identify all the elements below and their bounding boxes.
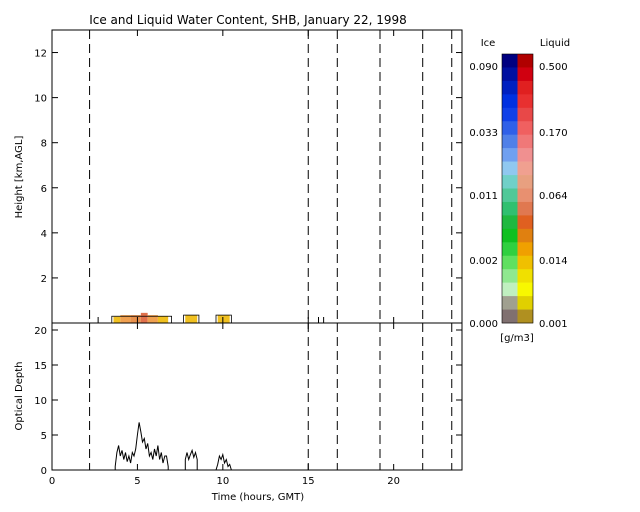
colorbar-liquid-swatch-19 bbox=[517, 309, 533, 324]
cloud-cell-5 bbox=[157, 316, 169, 323]
colorbar-liquid-swatch-11 bbox=[517, 201, 533, 216]
colorbar-liquid-label-3: 0.014 bbox=[539, 256, 568, 267]
top-y-tick-label-1: 4 bbox=[41, 229, 47, 240]
cloud-cell-2 bbox=[130, 315, 141, 323]
cloud-cell-0 bbox=[113, 316, 121, 323]
x-tick-label-3: 15 bbox=[302, 476, 315, 487]
colorbar-ice-title: Ice bbox=[481, 38, 496, 49]
colorbar-liquid-swatch-6 bbox=[517, 134, 533, 149]
optical-depth-line-2 bbox=[215, 452, 232, 471]
cloud-cell-4 bbox=[147, 315, 158, 323]
x-tick-label-4: 20 bbox=[387, 476, 400, 487]
colorbar-ice-swatch-1 bbox=[502, 67, 518, 82]
colorbar-ice-label-2: 0.011 bbox=[469, 191, 498, 202]
bottom-y-tick-label-4: 20 bbox=[34, 326, 47, 337]
bottom-plot-frame bbox=[51, 322, 463, 471]
water-content-panel: 2 4 6 8 10 12 Height [km,AGL] bbox=[14, 29, 463, 324]
chart-title: Ice and Liquid Water Content, SHB, Janua… bbox=[89, 13, 407, 27]
colorbar-ice-swatch-2 bbox=[502, 80, 518, 95]
optical-depth-panel: 0 5 10 15 20 0 5 10 15 20 Optical Depth Time (ho… bbox=[14, 322, 463, 503]
colorbar-liquid-swatch-10 bbox=[517, 188, 533, 203]
top-y-tick-label-3: 8 bbox=[41, 139, 47, 150]
colorbar-ice-swatch-18 bbox=[502, 296, 518, 310]
colorbar-liquid-label-0: 0.500 bbox=[539, 62, 568, 73]
colorbar-ice-swatch-13 bbox=[502, 228, 518, 243]
colorbar-ice-swatch-4 bbox=[502, 107, 518, 122]
colorbar-ice-swatch-0 bbox=[502, 54, 518, 68]
x-tick-label-2: 10 bbox=[216, 476, 229, 487]
colorbar-ice-swatch-10 bbox=[502, 188, 518, 203]
x-tick-label-0: 0 bbox=[49, 476, 55, 487]
colorbar-liquid-label-4: 0.001 bbox=[539, 319, 568, 330]
colorbar-liquid-swatch-17 bbox=[517, 282, 533, 297]
top-y-tick-label-2: 6 bbox=[41, 184, 47, 195]
colorbar-ice-label-0: 0.090 bbox=[469, 62, 498, 73]
colorbar-liquid-swatch-0 bbox=[517, 54, 533, 68]
colorbar-ice-swatch-17 bbox=[502, 282, 518, 297]
cloud-cell-1 bbox=[120, 315, 131, 323]
colorbar-liquid-swatch-13 bbox=[517, 228, 533, 243]
colorbar-liquid-swatch-14 bbox=[517, 242, 533, 257]
colorbar-liquid-swatch-1 bbox=[517, 67, 533, 82]
colorbar-ice-swatch-6 bbox=[502, 134, 518, 149]
colorbar-liquid-swatch-18 bbox=[517, 296, 533, 310]
colorbar-liquid-swatch-2 bbox=[517, 80, 533, 95]
colorbar-ice-swatch-7 bbox=[502, 148, 518, 162]
colorbar-liquid-label-1: 0.170 bbox=[539, 128, 568, 139]
colorbar-liquid-swatch-4 bbox=[517, 107, 533, 122]
colorbar-ice-swatch-3 bbox=[502, 94, 518, 109]
colorbar-liquid-swatch-16 bbox=[517, 269, 533, 283]
colorbar-ice-label-4: 0.000 bbox=[469, 319, 498, 330]
colorbar-liquid-swatch-5 bbox=[517, 121, 533, 135]
top-y-tick-label-0: 2 bbox=[41, 274, 47, 285]
colorbar-liquid-title: Liquid bbox=[540, 38, 570, 49]
bottom-y-axis-label: Optical Depth bbox=[14, 362, 25, 431]
colorbar-units: [g/m3] bbox=[500, 333, 534, 344]
colorbar-liquid-swatch-15 bbox=[517, 255, 533, 270]
colorbar: Ice Liquid 0.090 0.033 0.011 0.002 0.000 0.50… bbox=[469, 38, 570, 344]
top-y-tick-label-5: 12 bbox=[34, 49, 47, 60]
colorbar-liquid-swatch-9 bbox=[517, 175, 533, 189]
colorbar-ice-swatch-8 bbox=[502, 161, 518, 176]
colorbar-liquid-swatch-12 bbox=[517, 215, 533, 230]
colorbar-ice-swatch-19 bbox=[502, 309, 518, 324]
colorbar-ice-swatch-11 bbox=[502, 201, 518, 216]
top-y-tick-label-4: 10 bbox=[34, 94, 47, 105]
bottom-y-tick-label-2: 10 bbox=[34, 396, 47, 407]
x-axis-label: Time (hours, GMT) bbox=[211, 492, 305, 503]
top-y-axis-label: Height [km,AGL] bbox=[14, 136, 25, 219]
optical-depth-line-1 bbox=[184, 448, 198, 470]
colorbar-liquid-swatch-7 bbox=[517, 148, 533, 162]
cloud-cell-3 bbox=[140, 312, 148, 323]
colorbar-ice-swatch-15 bbox=[502, 255, 518, 270]
optical-depth-line-0 bbox=[114, 422, 169, 470]
colorbar-ice-label-1: 0.033 bbox=[469, 128, 498, 139]
colorbar-liquid-swatch-3 bbox=[517, 94, 533, 109]
cloud-cell-6 bbox=[185, 315, 198, 323]
bottom-y-tick-label-3: 15 bbox=[34, 361, 47, 372]
top-plot-frame bbox=[51, 29, 463, 324]
bottom-y-tick-label-1: 5 bbox=[41, 431, 47, 442]
colorbar-ice-swatch-16 bbox=[502, 269, 518, 283]
colorbar-ice-swatch-14 bbox=[502, 242, 518, 257]
colorbar-frame bbox=[501, 53, 534, 324]
colorbar-ice-swatch-12 bbox=[502, 215, 518, 230]
colorbar-liquid-label-2: 0.064 bbox=[539, 191, 568, 202]
cloud-cell-7 bbox=[217, 315, 230, 323]
bottom-y-tick-label-0: 0 bbox=[41, 466, 47, 477]
colorbar-ice-label-3: 0.002 bbox=[469, 256, 498, 267]
x-tick-label-1: 5 bbox=[134, 476, 140, 487]
colorbar-ice-swatch-5 bbox=[502, 121, 518, 135]
colorbar-liquid-swatch-8 bbox=[517, 161, 533, 176]
colorbar-ice-swatch-9 bbox=[502, 175, 518, 189]
